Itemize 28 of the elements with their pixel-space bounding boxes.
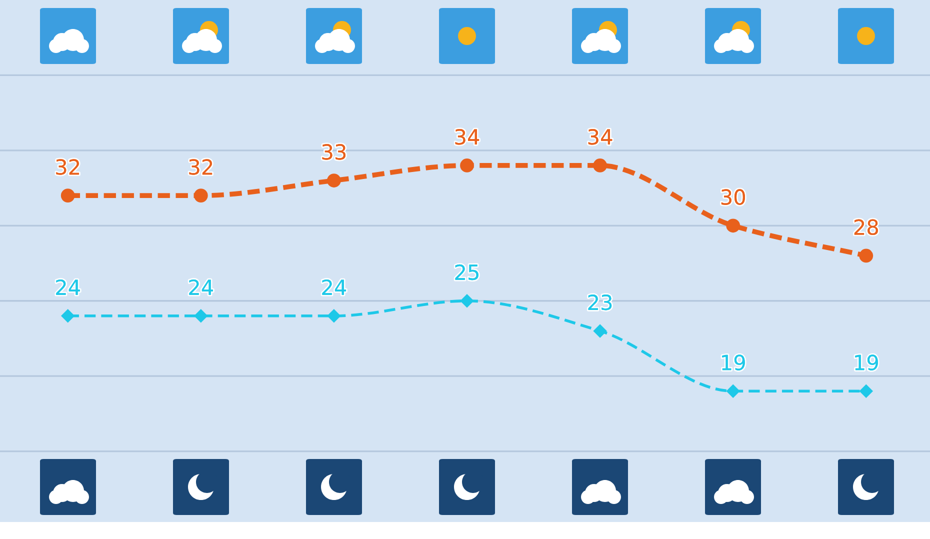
data-label: 23: [588, 294, 612, 310]
data-label: 24: [189, 279, 213, 295]
data-label: 33: [322, 144, 346, 160]
point: [327, 174, 341, 188]
point: [593, 158, 607, 172]
data-label: 32: [189, 159, 212, 175]
point: [460, 158, 474, 172]
point: [726, 384, 740, 398]
data-label: 19: [722, 354, 745, 370]
data-label: 24: [322, 279, 346, 295]
data-label: 30: [721, 189, 745, 205]
point: [460, 294, 474, 308]
point: [859, 248, 874, 263]
point: [194, 309, 208, 322]
data-label: 32: [56, 159, 80, 175]
point: [860, 384, 873, 398]
data-label: 34: [455, 129, 480, 145]
data-label: 19: [855, 354, 878, 370]
point: [327, 309, 341, 322]
data-label: 28: [854, 219, 878, 236]
data-label: 24: [56, 279, 80, 295]
point: [60, 188, 75, 203]
point: [61, 309, 74, 322]
data-label: 25: [455, 264, 478, 280]
data-label: 34: [588, 129, 612, 145]
point: [726, 218, 740, 233]
point: [194, 188, 208, 203]
point: [593, 324, 607, 338]
